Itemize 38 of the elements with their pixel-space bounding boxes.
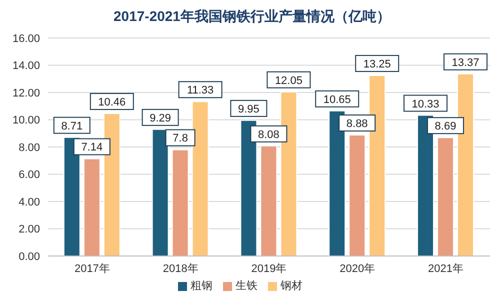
y-tick-label: 14.00 xyxy=(12,60,40,72)
data-label: 10.33 xyxy=(412,98,440,110)
legend-label: 钢材 xyxy=(280,280,302,292)
y-tick-label: 0.00 xyxy=(18,250,40,263)
data-label: 11.33 xyxy=(186,84,214,97)
data-label: 9.95 xyxy=(238,103,260,116)
y-tick-label: 8.00 xyxy=(18,142,40,154)
y-tick-label: 2.00 xyxy=(18,224,40,236)
data-label: 9.29 xyxy=(150,112,172,124)
legend-label: 生铁 xyxy=(236,280,258,292)
bar xyxy=(437,137,454,256)
data-label: 8.69 xyxy=(434,120,456,133)
data-label: 12.05 xyxy=(274,74,302,87)
x-tick-label: 2017年 xyxy=(74,262,110,275)
data-label: 10.46 xyxy=(98,96,126,108)
chart-title: 2017-2021年我国钢铁行业产量情况（亿吨） xyxy=(112,8,392,26)
y-tick-label: 12.00 xyxy=(12,87,40,100)
bar xyxy=(348,134,366,256)
bar xyxy=(172,149,189,256)
y-tick-label: 4.00 xyxy=(18,196,40,208)
data-label: 7.8 xyxy=(172,132,188,145)
y-tick-label: 6.00 xyxy=(18,169,40,182)
data-label: 8.88 xyxy=(346,118,368,130)
data-label: 10.65 xyxy=(323,94,351,106)
x-tick-label: 2021年 xyxy=(428,262,464,275)
data-label: 13.37 xyxy=(452,56,480,69)
data-label: 7.14 xyxy=(81,142,103,154)
data-label: 8.08 xyxy=(258,128,280,141)
bar xyxy=(260,145,278,256)
data-label: 13.25 xyxy=(363,58,391,70)
bar xyxy=(83,158,100,256)
legend-label: 粗钢 xyxy=(190,280,212,292)
data-label: 8.71 xyxy=(61,120,83,132)
y-tick-label: 10.00 xyxy=(12,114,40,127)
y-tick-label: 16.00 xyxy=(12,32,40,45)
x-tick-label: 2018年 xyxy=(162,262,198,275)
x-tick-label: 2020年 xyxy=(340,262,376,275)
x-tick-label: 2019年 xyxy=(251,262,287,275)
